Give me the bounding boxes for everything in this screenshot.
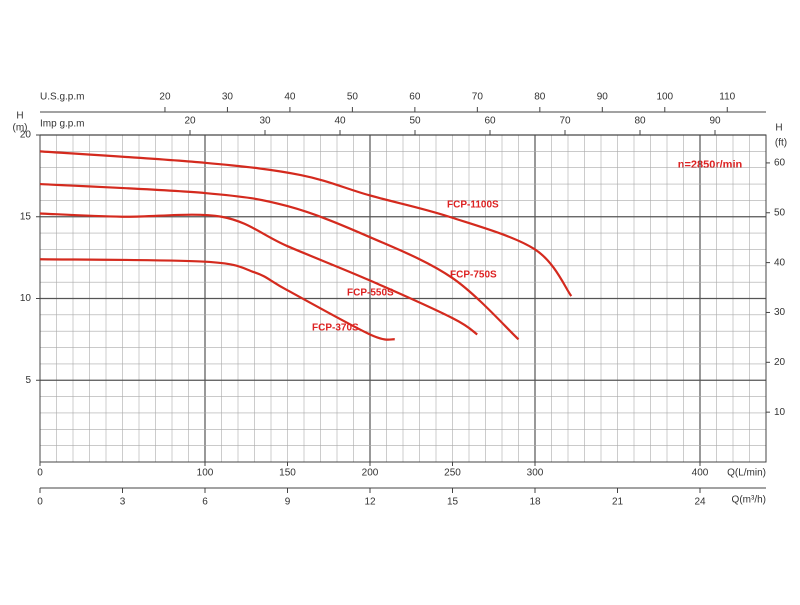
x-tick-label: 300: [527, 468, 544, 479]
y-tick-label: 10: [20, 293, 32, 304]
x2-axis-tick-label: 15: [447, 497, 459, 508]
y-axis-label: (m): [13, 123, 28, 134]
y2-tick-label: 10: [774, 407, 786, 418]
x2-axis-title: Q(m³/h): [732, 495, 766, 506]
y-tick-label: 20: [20, 130, 32, 141]
y2-tick-label: 60: [774, 158, 786, 169]
x3-axis-tick-label: 20: [159, 92, 171, 103]
x4-axis-tick-label: 50: [409, 116, 421, 127]
x4-axis-tick-label: 90: [709, 116, 721, 127]
curve-label: FCP-1100S: [447, 200, 499, 211]
x-tick-label: 150: [279, 468, 296, 479]
x-tick-label: 0: [37, 468, 43, 479]
x3-axis-tick-label: 40: [284, 92, 296, 103]
y2-axis-label: (ft): [775, 138, 787, 149]
x2-axis-tick-label: 3: [120, 497, 126, 508]
y-axis-label: H: [16, 111, 23, 122]
x4-axis-tick-label: 30: [259, 116, 271, 127]
x3-axis-tick-label: 70: [472, 92, 484, 103]
pump-curve: [39, 150, 573, 297]
x3-axis-tick-label: 110: [719, 92, 735, 103]
x2-axis-tick-label: 18: [529, 497, 541, 508]
x4-axis-tick-label: 60: [484, 116, 496, 127]
curve-label: FCP-550S: [347, 288, 394, 299]
x-tick-label: 250: [444, 468, 461, 479]
x4-axis-tick-label: 80: [634, 116, 646, 127]
pump-curve: [39, 258, 395, 341]
pump-curve: [39, 212, 478, 336]
x-axis-label: Q(L/min): [727, 468, 766, 479]
y2-tick-label: 20: [774, 357, 786, 368]
x4-axis-title: Imp g.p.m: [40, 119, 84, 130]
x2-axis-tick-label: 9: [285, 497, 291, 508]
x2-axis-tick-label: 6: [202, 497, 208, 508]
y2-axis-label: H: [775, 123, 782, 134]
x2-axis-tick-label: 21: [612, 497, 624, 508]
curve-label: FCP-370S: [312, 323, 359, 334]
x3-axis-tick-label: 80: [534, 92, 546, 103]
x4-axis-tick-label: 20: [184, 116, 196, 127]
x-tick-label: 400: [692, 468, 709, 479]
x3-axis-tick-label: 30: [222, 92, 234, 103]
x-tick-label: 200: [362, 468, 379, 479]
y-tick-label: 15: [20, 211, 32, 222]
y-tick-label: 5: [25, 375, 31, 386]
pump-curve: [39, 182, 520, 341]
x3-axis-tick-label: 50: [347, 92, 359, 103]
x3-axis-tick-label: 90: [597, 92, 609, 103]
y2-tick-label: 40: [774, 257, 786, 268]
x4-axis-tick-label: 70: [559, 116, 571, 127]
x2-axis-tick-label: 0: [37, 497, 43, 508]
x3-axis-tick-label: 60: [409, 92, 421, 103]
x2-axis-tick-label: 24: [694, 497, 706, 508]
x3-axis-title: U.S.g.p.m: [40, 92, 84, 103]
curve-label: FCP-750S: [450, 270, 497, 281]
y2-tick-label: 30: [774, 307, 786, 318]
x3-axis-tick-label: 100: [656, 92, 673, 103]
x-tick-label: 100: [197, 468, 214, 479]
x4-axis-tick-label: 40: [334, 116, 346, 127]
x2-axis-tick-label: 12: [364, 497, 376, 508]
y2-tick-label: 50: [774, 207, 786, 218]
